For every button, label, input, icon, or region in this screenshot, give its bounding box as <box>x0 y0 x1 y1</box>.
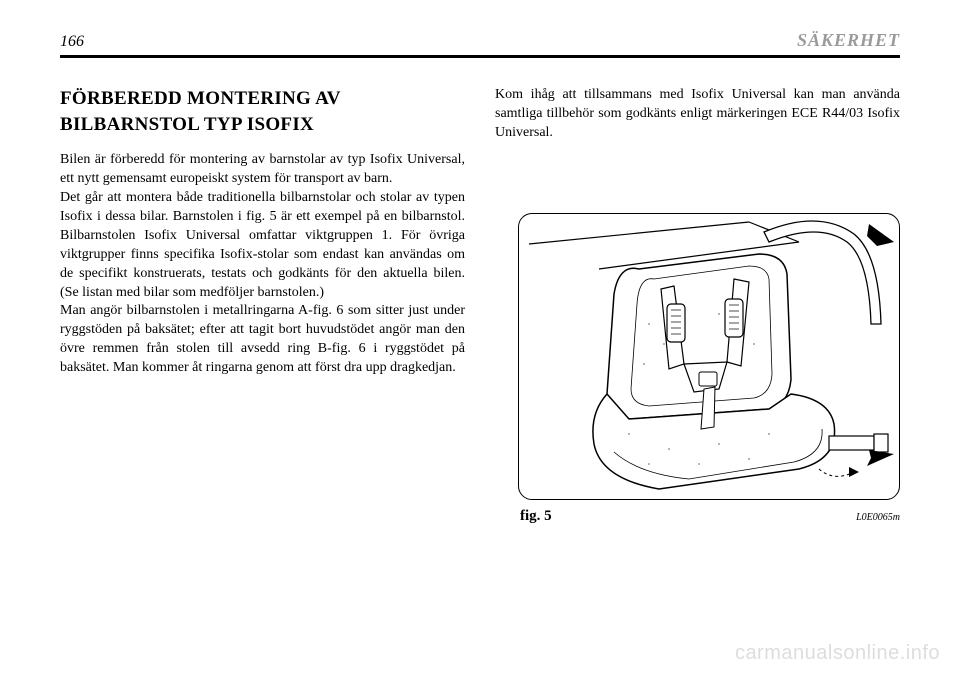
right-column: Kom ihåg att tillsammans med Isofix Univ… <box>495 86 900 526</box>
left-body-text: Bilen är förberedd för montering av barn… <box>60 151 465 378</box>
page-header: 166 SÄKERHET <box>60 30 900 51</box>
right-body-text: Kom ihåg att tillsammans med Isofix Univ… <box>495 86 900 143</box>
figure-label: fig. 5 <box>520 506 552 526</box>
header-rule <box>60 55 900 58</box>
manual-page: 166 SÄKERHET FÖRBEREDD MONTERING AV BILB… <box>0 0 960 677</box>
figure-code: L0E0065m <box>856 511 900 525</box>
page-number: 166 <box>60 33 84 51</box>
figure-car-seat <box>518 213 900 500</box>
content-columns: FÖRBEREDD MONTERING AV BILBARNSTOL TYP I… <box>60 86 900 526</box>
section-title: SÄKERHET <box>797 30 900 51</box>
watermark-text: carmanualsonline.info <box>735 642 940 665</box>
main-heading: FÖRBEREDD MONTERING AV BILBARNSTOL TYP I… <box>60 86 465 137</box>
left-column: FÖRBEREDD MONTERING AV BILBARNSTOL TYP I… <box>60 86 465 526</box>
figure-caption: fig. 5 L0E0065m <box>520 506 900 526</box>
car-seat-illustration <box>519 214 899 499</box>
